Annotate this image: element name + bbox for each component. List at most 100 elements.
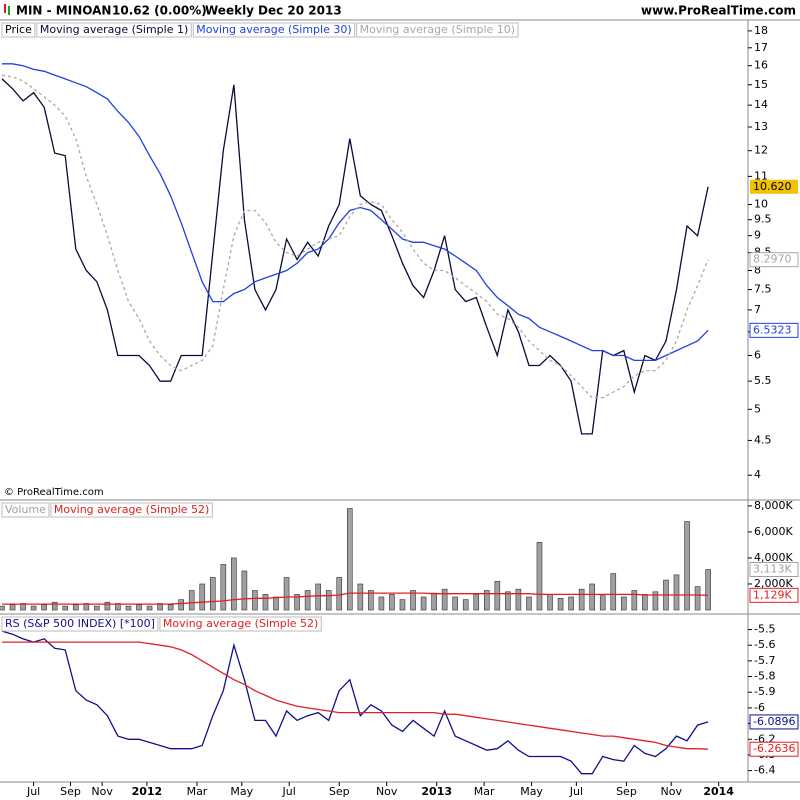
volume-bar — [505, 591, 511, 611]
volume-bar — [304, 590, 311, 611]
value-label: -6.0896 — [753, 715, 795, 728]
y-tick-label: 9.5 — [754, 213, 772, 226]
volume-bar — [104, 601, 111, 611]
volume-bar — [346, 508, 353, 611]
icon-candle — [8, 6, 10, 15]
y-tick-label: -5.7 — [754, 654, 775, 667]
y-tick-label: 17 — [754, 41, 768, 54]
y-tick-label: -5.5 — [754, 623, 775, 636]
legend-label: Moving average (Simple 52) — [163, 617, 318, 630]
y-tick-label: 5 — [754, 402, 761, 415]
y-tick-label: -5.8 — [754, 670, 775, 683]
value-label-box — [749, 587, 799, 603]
volume-bar — [199, 583, 206, 611]
x-tick-label: Sep — [616, 785, 637, 798]
y-tick-label: 13 — [754, 120, 768, 133]
volume-bar — [705, 569, 711, 611]
header-quote: 10.62 (0.00%) — [112, 4, 207, 18]
value-label-box — [749, 252, 799, 268]
series-line — [2, 63, 709, 362]
x-tick-label: Mar — [474, 785, 495, 798]
volume-bar — [62, 605, 69, 611]
y-tick-label: 5.5 — [754, 374, 772, 387]
volume-bar — [125, 605, 132, 611]
y-tick-label: 7 — [754, 303, 761, 316]
value-label: 10.620 — [753, 180, 792, 193]
volume-bar — [536, 542, 543, 611]
value-label: 6.5323 — [753, 323, 792, 336]
y-tick-label: 4,000K — [754, 551, 793, 564]
volume-bar — [146, 605, 153, 611]
volume-bar — [167, 604, 174, 611]
volume-bar — [631, 590, 638, 611]
volume-bar — [241, 570, 248, 611]
volume-bar — [9, 604, 16, 611]
y-tick-label: 6 — [754, 348, 761, 361]
y-tick-label: 2,000K — [754, 577, 793, 590]
volume-bar — [273, 596, 279, 611]
legend-box — [356, 22, 519, 38]
y-tick-label: 6,000K — [754, 525, 793, 538]
volume-bar — [441, 588, 448, 611]
volume-bar — [72, 604, 79, 611]
volume-bar — [283, 577, 290, 611]
volume-bar — [41, 604, 47, 611]
value-label-box — [749, 714, 799, 730]
header: MIN - MINOAN 10.62 (0.00%) Weekly Dec 20… — [4, 4, 796, 18]
volume-bar — [473, 594, 480, 611]
legend-box — [36, 22, 192, 38]
x-tick-label: Mar — [187, 785, 208, 798]
volume-bar — [462, 599, 469, 611]
x-tick-label: Sep — [329, 785, 350, 798]
legend-box — [1, 22, 36, 38]
volume-bar — [231, 557, 237, 611]
volume-bar — [30, 605, 37, 611]
volume-bar — [652, 591, 659, 611]
volume-bar — [389, 594, 395, 611]
x-tick-label: Nov — [91, 785, 113, 798]
legend-label: Moving average (Simple 30) — [196, 23, 351, 36]
copyright: © ProRealTime.com — [4, 487, 104, 498]
panel: 1817161514131211109.598.587.576.565.554.… — [1, 22, 799, 481]
volume-bar — [694, 586, 701, 611]
volume-bar — [673, 574, 680, 611]
icon-candle — [4, 4, 6, 13]
panel: -5.5-5.6-5.7-5.8-5.9-6-6.1-6.2-6.3-6.4-6… — [1, 616, 799, 798]
y-tick-label: 12 — [754, 144, 768, 157]
y-tick-label: 11 — [754, 169, 768, 182]
volume-bar — [399, 599, 406, 611]
volume-bar — [51, 601, 58, 611]
volume-bar — [684, 521, 690, 611]
legend-label: RS (S&P 500 INDEX) [*100] — [5, 617, 155, 630]
header-period: Weekly — [205, 4, 254, 18]
value-label-box — [749, 561, 799, 577]
x-tick-label: Jul — [569, 785, 583, 798]
volume-bar — [526, 596, 532, 611]
volume-bar — [294, 594, 300, 611]
legend-label: Moving average (Simple 52) — [54, 503, 209, 516]
value-label-box — [750, 179, 798, 194]
y-tick-label: 16 — [754, 59, 768, 72]
volume-bar — [94, 605, 100, 611]
volume-bar — [136, 604, 142, 611]
series-line — [2, 641, 709, 750]
legend-label: Volume — [5, 503, 46, 516]
header-title: MIN - MINOAN — [16, 4, 111, 18]
y-tick-label: -6 — [754, 701, 765, 714]
x-tick-label: Sep — [60, 785, 81, 798]
volume-bar — [357, 583, 364, 611]
volume-bar — [568, 596, 574, 611]
y-tick-label: -5.6 — [754, 638, 775, 651]
volume-bar — [610, 573, 617, 611]
y-tick-label: 14 — [754, 98, 768, 111]
volume-bar — [410, 590, 416, 611]
series-line — [1, 74, 709, 399]
y-tick-label: 4 — [754, 468, 761, 481]
y-tick-label: 18 — [754, 24, 768, 37]
series-line — [2, 592, 709, 605]
y-tick-label: 7.5 — [754, 283, 772, 296]
legend-box — [159, 616, 322, 632]
volume-bar — [315, 583, 321, 611]
legend-box — [192, 22, 356, 38]
